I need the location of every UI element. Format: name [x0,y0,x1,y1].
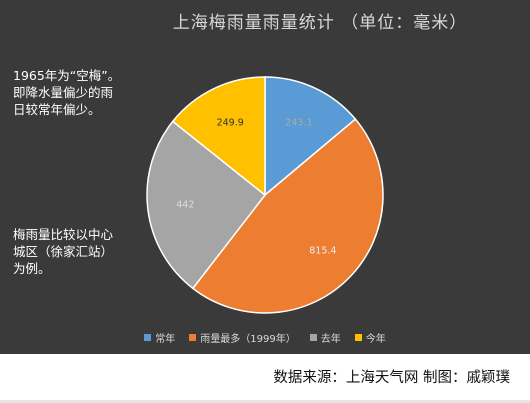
legend-item: 常年 [144,330,175,345]
pie-chart: 243.1 815.4 442 249.9 [146,76,384,314]
chart-panel: 上海梅雨量雨量统计 （单位：毫米） 1965年为“空梅”。 即降水量偏少的雨 日… [0,0,530,354]
legend-label: 今年 [365,334,386,345]
pie-slice-3 [171,76,266,197]
legend-swatch [354,334,362,341]
note-1965-line: 日较常年偏少。 [13,102,101,117]
chart-legend: 常年 雨量最多（1999年） 去年 今年 [0,330,530,345]
note-1965-line: 即降水量偏少的雨 [13,85,114,100]
legend-swatch [309,334,317,341]
pie-slice-1 [191,118,384,314]
legend-item: 今年 [354,330,386,345]
footer: 数据来源：上海天气网 制图：戚颖璞 [0,354,530,403]
note-station-line: 梅雨量比较以中心 [13,227,114,242]
pie-slice-0 [264,76,357,197]
legend-label: 常年 [155,334,176,345]
pie-slice-2 [146,120,267,290]
source-credit: 数据来源：上海天气网 制图：戚颖璞 [273,370,510,386]
legend-label: 雨量最多（1999年） [200,334,296,345]
note-xujiahui-station: 梅雨量比较以中心 城区（徐家汇站） 为例。 [13,226,113,277]
note-1965-empty-meiyu: 1965年为“空梅”。 即降水量偏少的雨 日较常年偏少。 [13,67,120,118]
legend-swatch [144,334,152,341]
chart-title: 上海梅雨量雨量统计 （单位：毫米） [172,13,468,33]
note-station-line: 城区（徐家汇站） [13,244,114,259]
legend-item: 去年 [309,330,341,345]
note-station-line: 为例。 [13,261,51,276]
footer-divider [0,400,530,403]
legend-swatch [189,334,197,341]
note-1965-line: 1965年为“空梅”。 [13,68,121,83]
slice-value-label: 442 [176,200,194,211]
legend-label: 去年 [320,334,341,345]
slice-value-label: 243.1 [285,117,312,128]
slice-value-label: 815.4 [309,246,336,257]
legend-item: 雨量最多（1999年） [189,330,296,345]
slice-value-label: 249.9 [217,118,244,129]
